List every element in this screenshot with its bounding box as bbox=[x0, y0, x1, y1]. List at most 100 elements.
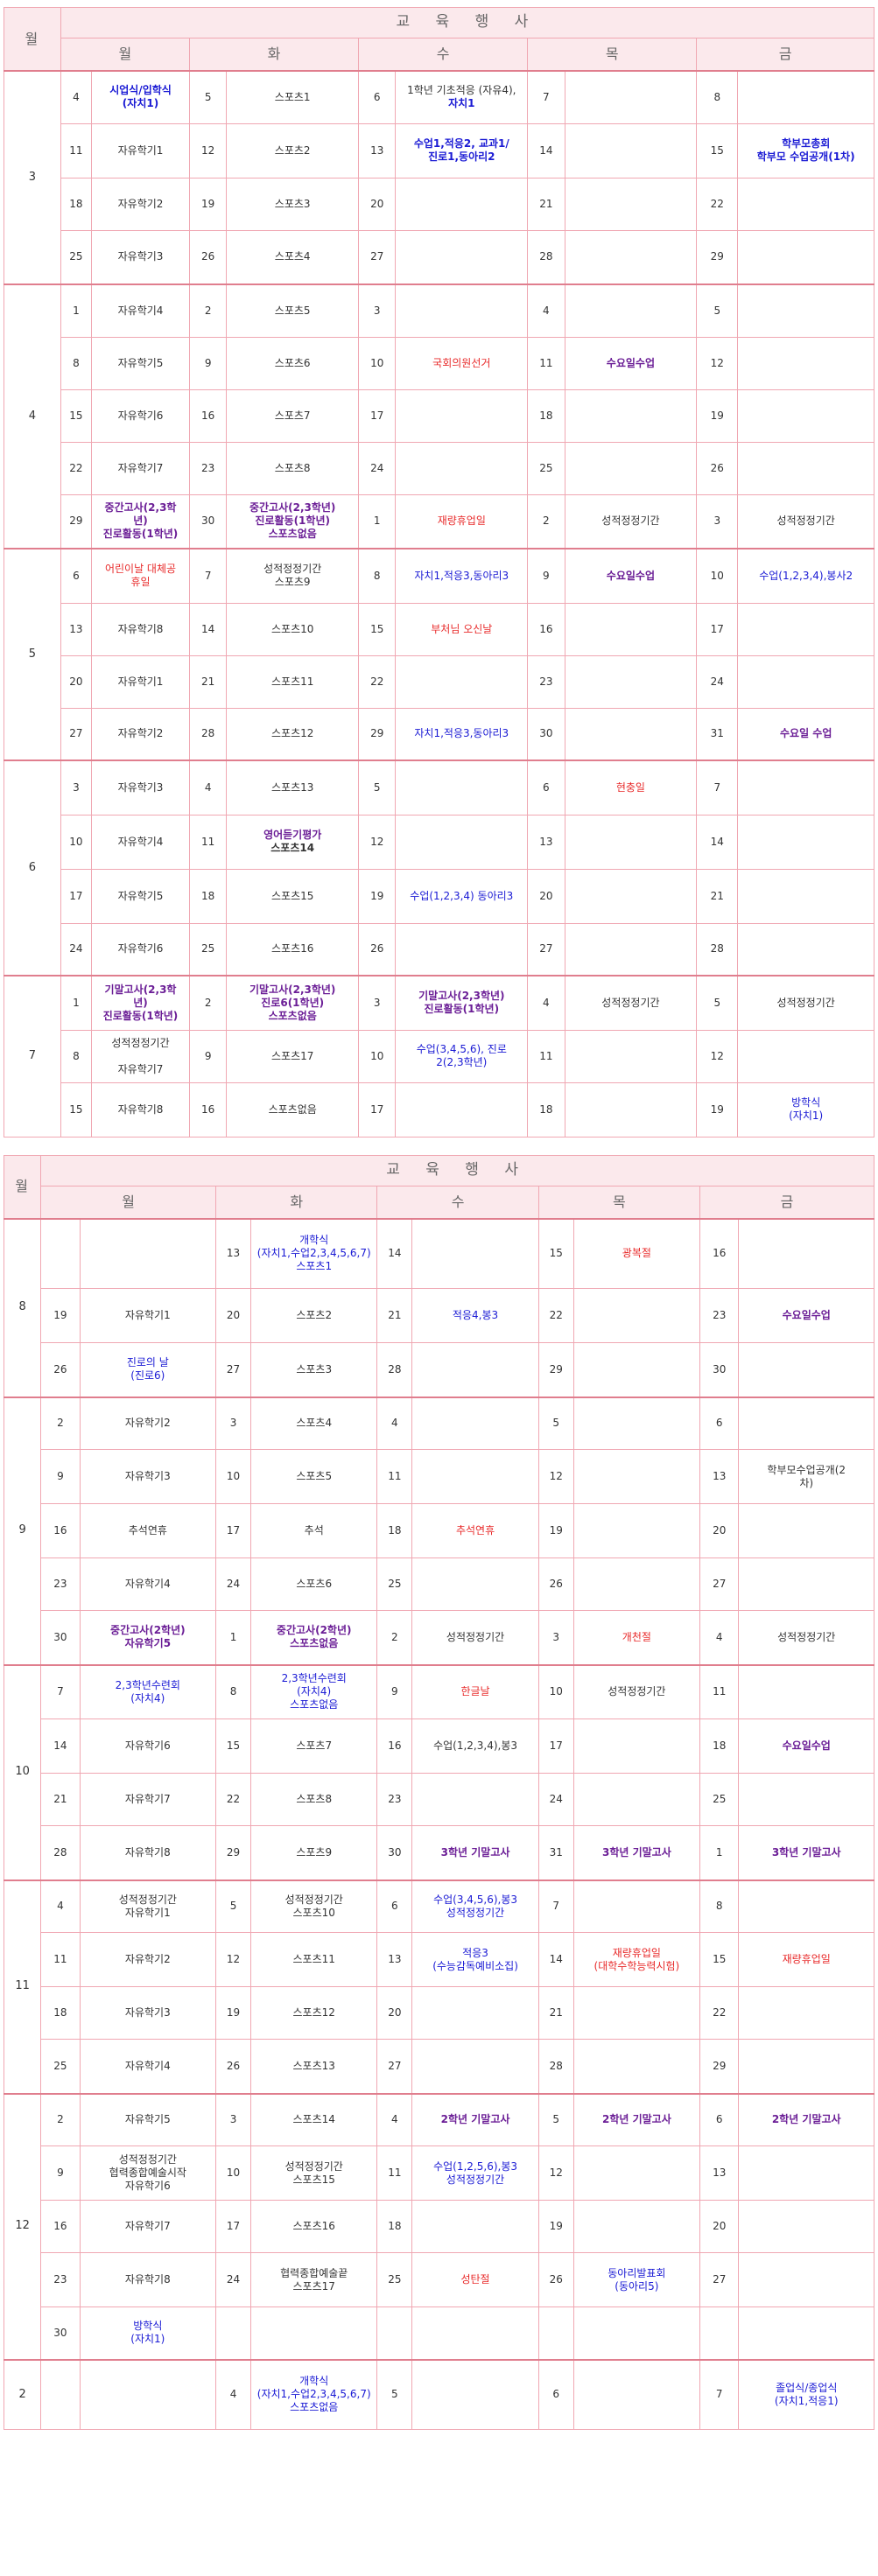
day-number: 14 bbox=[527, 122, 565, 178]
day-event: 수요일수업 bbox=[738, 1718, 874, 1774]
day-number: 15 bbox=[60, 388, 93, 443]
day-number: 3 bbox=[358, 975, 397, 1031]
day-event bbox=[572, 1503, 701, 1558]
day-number: 6 bbox=[60, 548, 93, 604]
day-number: 20 bbox=[60, 654, 93, 709]
day-number: 17 bbox=[537, 1718, 574, 1774]
day-number: 16 bbox=[527, 602, 565, 656]
day-event: 자유학기6 bbox=[91, 922, 190, 976]
day-number: 24 bbox=[696, 654, 739, 709]
day-number: 8 bbox=[699, 1879, 740, 1933]
day-number: 28 bbox=[376, 1342, 413, 1397]
table-row: 8 성적정정기간 자유학기7 9 스포츠17 10 수업(3,4,5,6), 진로 2(2,3… bbox=[4, 1029, 874, 1083]
day-number: 3 bbox=[60, 760, 93, 816]
weekday-header: 목 bbox=[527, 38, 698, 72]
day-event: 자유학기1 bbox=[91, 122, 190, 178]
day-event: 자유학기2 bbox=[79, 1396, 217, 1450]
day-number: 2 bbox=[188, 975, 228, 1031]
day-event bbox=[395, 814, 529, 870]
month-label: 9 bbox=[3, 1396, 42, 1665]
day-number: 19 bbox=[40, 1288, 81, 1343]
day-event bbox=[395, 654, 529, 709]
day-number: 3 bbox=[358, 284, 397, 338]
table-row: 3 4 시업식/입학식 (자치1) 5 스포츠1 6 1학년 기초적응 (자유4), 자치1 7… bbox=[4, 70, 874, 285]
day-event: 성적정정기간 bbox=[572, 1663, 701, 1719]
day-number: 14 bbox=[188, 602, 228, 656]
day-number: 4 bbox=[60, 70, 93, 124]
table-row: 10 자유학기4 11 영어듣기평가 스포츠14 12 13 14 bbox=[4, 814, 874, 870]
day-event: 스포츠3 bbox=[250, 1342, 378, 1397]
day-number: 13 bbox=[699, 1449, 740, 1504]
day-event: 자유학기4 bbox=[79, 1558, 217, 1611]
day-event: 자유학기6 bbox=[79, 1718, 217, 1774]
day-event bbox=[564, 229, 698, 285]
day-event: 스포츠1 bbox=[226, 70, 360, 124]
day-number: 17 bbox=[696, 602, 739, 656]
day-number: 13 bbox=[376, 1932, 413, 1987]
day-number: 5 bbox=[358, 760, 397, 816]
day-event: 스포츠13 bbox=[250, 2039, 378, 2094]
day-number: 17 bbox=[215, 2200, 252, 2253]
day-event: 자유학기2 bbox=[91, 177, 190, 231]
day-event: 광복절 bbox=[572, 1217, 701, 1289]
day-event bbox=[738, 1217, 874, 1289]
weekday-header: 수 bbox=[358, 38, 529, 72]
day-event bbox=[564, 441, 698, 495]
day-event: 스포츠5 bbox=[250, 1449, 378, 1504]
day-event bbox=[395, 441, 529, 495]
table-row: 14 자유학기6 15 스포츠7 16 수업(1,2,3,4),봉3 17 18 수요일수업 bbox=[4, 1718, 874, 1774]
weekday-header: 화 bbox=[215, 1185, 378, 1219]
day-number: 23 bbox=[376, 1773, 413, 1826]
day-number: 30 bbox=[699, 1342, 740, 1397]
day-event: 성적정정기간 bbox=[738, 1610, 874, 1665]
day-number: 26 bbox=[537, 2252, 574, 2307]
day-number: 9 bbox=[376, 1663, 413, 1719]
day-event bbox=[564, 707, 698, 761]
day-number: 13 bbox=[699, 2146, 740, 2201]
day-number: 16 bbox=[188, 388, 228, 443]
day-number: 29 bbox=[215, 1825, 252, 1880]
day-event: 자유학기3 bbox=[91, 760, 190, 816]
day-event bbox=[395, 922, 529, 976]
day-event: 성적정정기간 스포츠15 bbox=[250, 2146, 378, 2201]
table-row: 11 자유학기1 12 스포츠2 13 수업1,적응2, 교과1/진로1,동아리2 14 15… bbox=[4, 122, 874, 178]
table-row: 7 1 기말고사(2,3학 년) 진로활동(1학년) 2 기말고사(2,3학년) 진로6(1학… bbox=[4, 975, 874, 1138]
day-event: 자유학기4 bbox=[91, 284, 190, 338]
table-title: 교 육 행 사 bbox=[60, 7, 875, 38]
day-event: 성적정정기간 bbox=[564, 975, 698, 1031]
day-number: 10 bbox=[358, 1029, 397, 1083]
day-number: 7 bbox=[188, 548, 228, 604]
day-number: 29 bbox=[60, 494, 93, 550]
day-event: 자유학기7 bbox=[79, 2200, 217, 2253]
day-number: 17 bbox=[60, 868, 93, 924]
day-number: 28 bbox=[188, 707, 228, 761]
day-number: 20 bbox=[699, 2200, 740, 2253]
day-number: 26 bbox=[696, 441, 739, 495]
table-row: 10 7 2,3학년수련회 (자치4) 8 2,3학년수련회 (자치4) 스포츠없음 9 한글날 1… bbox=[3, 1663, 874, 1880]
day-event: 학부모총회 학부모 수업공개(1차) bbox=[737, 122, 874, 178]
day-event: 개학식 (자치1,수업2,3,4,5,6,7) 스포츠없음 bbox=[250, 2358, 378, 2430]
day-event bbox=[411, 1217, 539, 1289]
day-number: 6 bbox=[699, 1396, 740, 1450]
day-event bbox=[395, 388, 529, 443]
day-event: 자유학기3 bbox=[79, 1986, 217, 2040]
day-event bbox=[411, 1342, 539, 1397]
day-event: 수요일수업 bbox=[564, 548, 698, 604]
table-row: 24 자유학기6 25 스포츠16 26 27 28 bbox=[4, 922, 874, 976]
table-row: 30 방학식 (자치1) bbox=[4, 2306, 874, 2360]
day-event bbox=[411, 1773, 539, 1826]
day-event bbox=[395, 760, 529, 816]
day-number: 23 bbox=[40, 2252, 81, 2307]
day-event: 수업1,적응2, 교과1/진로1,동아리2 bbox=[395, 122, 529, 178]
table-row: 18 자유학기2 19 스포츠3 20 21 22 bbox=[4, 177, 874, 231]
day-number: 9 bbox=[188, 336, 228, 390]
table-row: 29 중간고사(2,3학 년) 진로활동(1학년) 30 중간고사(2,3학년) 진로활동(… bbox=[4, 494, 874, 550]
day-number: 18 bbox=[40, 1986, 81, 2040]
day-number: 23 bbox=[699, 1288, 740, 1343]
day-event: 개학식 (자치1,수업2,3,4,5,6,7) 스포츠1 bbox=[250, 1217, 378, 1289]
day-number: 19 bbox=[188, 177, 228, 231]
day-event: 스포츠없음 bbox=[226, 1082, 360, 1138]
table-row: 16 자유학기7 17 스포츠16 18 19 20 bbox=[4, 2200, 874, 2253]
